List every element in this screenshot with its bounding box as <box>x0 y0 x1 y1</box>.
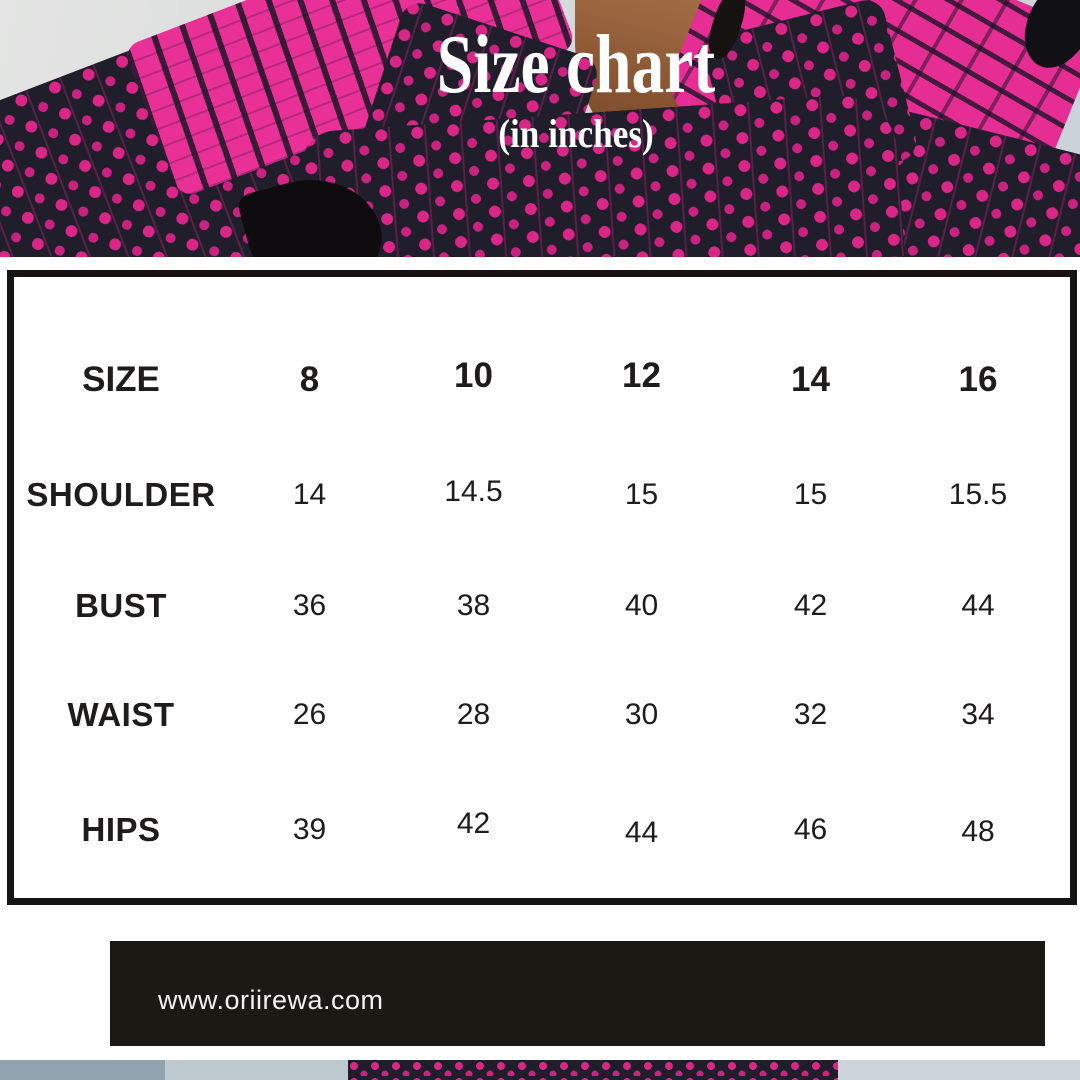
size-column-header: 8 <box>299 359 320 399</box>
row-label: WAIST <box>67 696 175 733</box>
measurement-cell: 46 <box>793 813 828 846</box>
measurement-cell: 39 <box>292 813 327 846</box>
measurement-cell: 15.5 <box>948 477 1008 511</box>
measurement-cell: 40 <box>624 589 659 622</box>
measurement-cell: 34 <box>961 698 995 731</box>
row-label: HIPS <box>81 811 161 848</box>
row-label: SHOULDER <box>26 475 216 513</box>
size-header-label: SIZE <box>82 359 160 399</box>
size-column-header: 16 <box>958 359 998 399</box>
measurement-cell: 15 <box>624 477 659 511</box>
measurement-cell: 14 <box>292 477 327 511</box>
measurement-cell: 44 <box>961 589 995 622</box>
website-url: www.oriirewa.com <box>158 985 384 1015</box>
measurement-cell: 30 <box>624 698 659 731</box>
measurement-cell: 44 <box>624 816 659 849</box>
measurement-cell: 14.5 <box>444 474 503 508</box>
size-table: SIZE 8 10 12 14 16 SHOULDER 14 14.5 15 15 15.5 BUST 3… <box>14 277 1062 890</box>
measurement-cell: 32 <box>793 698 828 731</box>
size-column-header: 14 <box>791 359 830 399</box>
measurement-cell: 42 <box>793 589 828 622</box>
measurement-cell: 48 <box>961 815 995 848</box>
measurement-cell: 15 <box>793 477 828 511</box>
row-label: BUST <box>75 587 167 624</box>
footer-bar: www.oriirewa.com <box>110 941 1045 1046</box>
measurement-cell: 38 <box>456 589 491 622</box>
measurement-cell: 26 <box>292 698 327 731</box>
garment-pattern-bottom <box>348 1060 838 1080</box>
measurement-cell: 28 <box>456 698 491 731</box>
page-subtitle: (in inches) <box>498 111 654 157</box>
title-block: Size chart (in inches) <box>36 18 1080 154</box>
measurement-cell: 36 <box>292 589 327 622</box>
page-title: Size chart <box>436 18 716 111</box>
size-column-header: 12 <box>622 355 661 395</box>
model-photo: Size chart (in inches) <box>0 0 1080 257</box>
measurement-cell: 42 <box>456 807 491 840</box>
photo-strip-bottom <box>0 1060 1080 1080</box>
size-chart-box: SIZE 8 10 12 14 16 SHOULDER 14 14.5 15 15 15.5 BUST 3… <box>7 270 1077 905</box>
size-column-header: 10 <box>454 355 493 395</box>
